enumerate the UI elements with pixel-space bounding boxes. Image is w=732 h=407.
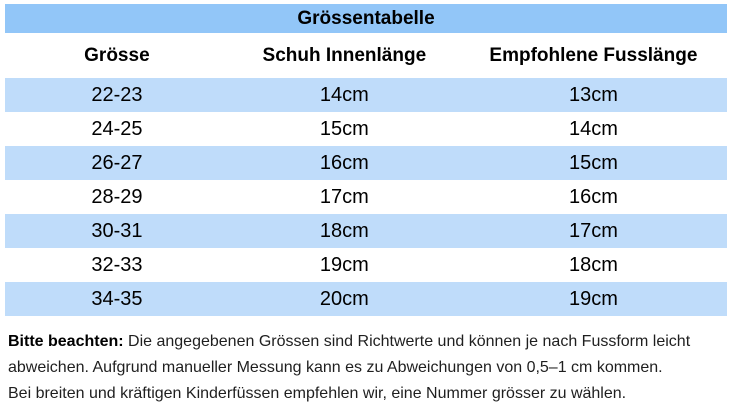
note-line-3: Bei breiten und kräftigen Kinderfüssen e… <box>8 385 627 402</box>
cell-fusslaenge: 15cm <box>568 151 618 174</box>
cell-groesse: 26-27 <box>91 151 143 174</box>
cell-innenlaenge: 18cm <box>319 219 369 242</box>
cell-innenlaenge: 16cm <box>319 151 369 174</box>
cell-groesse: 34-35 <box>91 287 143 310</box>
cell-fusslaenge: 19cm <box>568 287 618 310</box>
cell-fusslaenge: 18cm <box>568 253 618 276</box>
cell-innenlaenge: 17cm <box>319 185 369 208</box>
cell-innenlaenge: 15cm <box>319 117 369 140</box>
cell-fusslaenge: 16cm <box>568 185 618 208</box>
table-row: 24-25 15cm 14cm <box>5 112 727 146</box>
cell-innenlaenge: 20cm <box>319 287 369 310</box>
table-title-bar: Grössentabelle <box>5 4 727 33</box>
cell-groesse: 32-33 <box>91 253 143 276</box>
cell-innenlaenge: 19cm <box>319 253 369 276</box>
note-line-2: abweichen. Aufgrund manueller Messung ka… <box>8 359 663 376</box>
cell-innenlaenge: 14cm <box>319 83 369 106</box>
table-row: 28-29 17cm 16cm <box>5 180 727 214</box>
cell-groesse: 30-31 <box>91 219 143 242</box>
cell-fusslaenge: 14cm <box>568 117 618 140</box>
table-header-row: Grösse Schuh Innenlänge Empfohlene Fussl… <box>5 33 727 78</box>
cell-fusslaenge: 17cm <box>568 219 618 242</box>
table-row: 26-27 16cm 15cm <box>5 146 727 180</box>
table-row: 34-35 20cm 19cm <box>5 282 727 316</box>
column-header-empfohlene-fusslaenge: Empfohlene Fusslänge <box>489 44 698 66</box>
cell-groesse: 24-25 <box>91 117 143 140</box>
table-row: 32-33 19cm 18cm <box>5 248 727 282</box>
table-title: Grössentabelle <box>297 7 435 29</box>
table-row: 30-31 18cm 17cm <box>5 214 727 248</box>
column-header-schuh-innenlaenge: Schuh Innenlänge <box>262 44 427 66</box>
cell-fusslaenge: 13cm <box>568 83 618 106</box>
note-line-1: Bitte beachten: Die angegebenen Grössen … <box>8 329 728 355</box>
note-line-1-text: Die angegebenen Grössen sind Richtwerte … <box>128 333 691 350</box>
note-paragraph: Bitte beachten: Die angegebenen Grössen … <box>8 329 728 407</box>
table-row: 22-23 14cm 13cm <box>5 78 727 112</box>
column-header-groesse: Grösse <box>84 44 150 66</box>
cell-groesse: 22-23 <box>91 83 143 106</box>
cell-groesse: 28-29 <box>91 185 143 208</box>
note-label: Bitte beachten: <box>8 333 124 350</box>
size-table: Grössentabelle Grösse Schuh Innenlänge E… <box>5 4 727 316</box>
